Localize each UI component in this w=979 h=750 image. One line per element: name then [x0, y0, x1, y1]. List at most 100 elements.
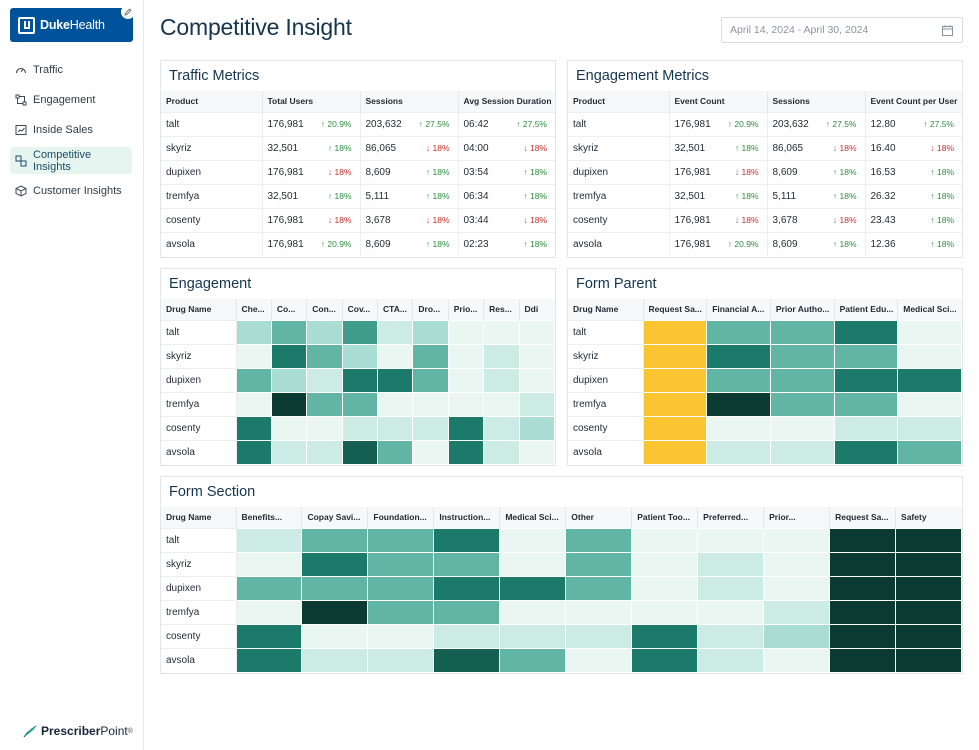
heatmap-cell[interactable] [235, 391, 272, 417]
heatmap-cell[interactable] [518, 439, 555, 465]
heatmap-cell[interactable] [565, 575, 633, 601]
column-header[interactable]: Other [565, 507, 633, 528]
column-header[interactable]: Copay Savi... [301, 507, 369, 528]
heatmap-cell[interactable] [499, 599, 567, 625]
heatmap-cell[interactable] [697, 527, 765, 553]
heatmap-cell[interactable] [341, 391, 379, 417]
heatmap-cell[interactable] [235, 623, 303, 649]
heatmap-cell[interactable] [306, 439, 343, 465]
heatmap-cell[interactable] [270, 415, 308, 441]
sidebar-item-engagement[interactable]: Engagement [10, 87, 132, 113]
heatmap-cell[interactable] [697, 599, 765, 625]
heatmap-cell[interactable] [833, 319, 899, 345]
heatmap-cell[interactable] [631, 599, 699, 625]
heatmap-cell[interactable] [367, 575, 435, 601]
column-header[interactable]: Request Sa... [829, 507, 897, 528]
heatmap-cell[interactable] [306, 367, 343, 393]
heatmap-cell[interactable] [270, 439, 308, 465]
heatmap-cell[interactable] [483, 367, 520, 393]
heatmap-cell[interactable] [897, 319, 962, 345]
heatmap-cell[interactable] [642, 415, 708, 441]
heatmap-cell[interactable] [631, 623, 699, 649]
heatmap-cell[interactable] [769, 439, 835, 465]
heatmap-cell[interactable] [565, 623, 633, 649]
heatmap-cell[interactable] [235, 415, 272, 441]
heatmap-cell[interactable] [769, 415, 835, 441]
heatmap-cell[interactable] [412, 343, 449, 369]
heatmap-cell[interactable] [341, 415, 379, 441]
heatmap-cell[interactable] [235, 319, 272, 345]
heatmap-cell[interactable] [895, 575, 962, 601]
heatmap-cell[interactable] [706, 343, 771, 369]
table-row[interactable]: avsola 176,981 ↑ 20.9% 8,609 ↑ 18% 12.36 ↑ 18% [568, 231, 962, 256]
heatmap-cell[interactable] [499, 527, 567, 553]
column-header[interactable]: Product [568, 91, 670, 112]
heatmap-cell[interactable] [518, 415, 555, 441]
heatmap-cell[interactable] [518, 367, 555, 393]
heatmap-cell[interactable] [642, 439, 708, 465]
table-row[interactable]: tremfya 32,501 ↑ 18% 5,111 ↑ 18% 26.32 ↑ 18% [568, 183, 962, 208]
heatmap-cell[interactable] [447, 343, 485, 369]
heatmap-cell[interactable] [341, 319, 379, 345]
column-header[interactable]: Avg Session Duration [458, 91, 555, 112]
heatmap-cell[interactable] [631, 647, 699, 673]
column-header[interactable]: Co... [271, 299, 308, 320]
table-row[interactable]: dupixen 176,981 ↓ 18% 8,609 ↑ 18% 16.53 ↑ 18% [568, 159, 962, 184]
heatmap-cell[interactable] [433, 623, 501, 649]
column-header[interactable]: Event Count [669, 91, 768, 112]
heatmap-cell[interactable] [897, 391, 962, 417]
heatmap-cell[interactable] [306, 415, 343, 441]
heatmap-cell[interactable] [518, 343, 555, 369]
sidebar-item-competitive-insights[interactable]: Competitive Insights [10, 147, 132, 174]
heatmap-cell[interactable] [895, 551, 962, 577]
edit-pencil-icon[interactable] [121, 5, 135, 19]
heatmap-cell[interactable] [376, 439, 414, 465]
heatmap-cell[interactable] [376, 319, 414, 345]
heatmap-cell[interactable] [829, 527, 897, 553]
heatmap-cell[interactable] [499, 623, 567, 649]
heatmap-cell[interactable] [367, 647, 435, 673]
column-header[interactable]: Safety [895, 507, 962, 528]
sidebar-item-inside-sales[interactable]: Inside Sales [10, 117, 132, 143]
heatmap-cell[interactable] [565, 527, 633, 553]
heatmap-cell[interactable] [706, 415, 771, 441]
heatmap-cell[interactable] [433, 527, 501, 553]
heatmap-cell[interactable] [631, 527, 699, 553]
heatmap-cell[interactable] [499, 551, 567, 577]
heatmap-cell[interactable] [483, 343, 520, 369]
heatmap-cell[interactable] [642, 343, 708, 369]
heatmap-cell[interactable] [447, 319, 485, 345]
column-header[interactable]: Drug Name [568, 299, 644, 320]
heatmap-cell[interactable] [301, 599, 369, 625]
heatmap-cell[interactable] [769, 343, 835, 369]
heatmap-cell[interactable] [769, 391, 835, 417]
column-header[interactable]: Benefits... [236, 507, 303, 528]
heatmap-cell[interactable] [895, 599, 962, 625]
heatmap-cell[interactable] [483, 439, 520, 465]
table-row[interactable]: talt 176,981 ↑ 20.9% 203,632 ↑ 27.5% 06:42 ↑ 2… [161, 111, 555, 136]
heatmap-cell[interactable] [763, 551, 831, 577]
heatmap-cell[interactable] [697, 575, 765, 601]
column-header[interactable]: Drug Name [161, 507, 237, 528]
heatmap-cell[interactable] [306, 319, 343, 345]
column-header[interactable]: Sessions [767, 91, 866, 112]
heatmap-cell[interactable] [829, 599, 897, 625]
heatmap-cell[interactable] [376, 343, 414, 369]
column-header[interactable]: Prior Autho... [770, 299, 835, 320]
heatmap-cell[interactable] [341, 439, 379, 465]
column-header[interactable]: Patient Too... [631, 507, 699, 528]
heatmap-cell[interactable] [301, 623, 369, 649]
heatmap-cell[interactable] [518, 391, 555, 417]
heatmap-cell[interactable] [833, 439, 899, 465]
heatmap-cell[interactable] [367, 623, 435, 649]
heatmap-cell[interactable] [447, 439, 485, 465]
heatmap-cell[interactable] [306, 391, 343, 417]
heatmap-cell[interactable] [499, 575, 567, 601]
column-header[interactable]: Event Count per User [865, 91, 962, 112]
column-header[interactable]: Foundation... [367, 507, 435, 528]
column-header[interactable]: Instruction... [433, 507, 501, 528]
heatmap-cell[interactable] [769, 367, 835, 393]
heatmap-cell[interactable] [565, 599, 633, 625]
heatmap-cell[interactable] [697, 647, 765, 673]
column-header[interactable]: Ddi [519, 299, 555, 320]
